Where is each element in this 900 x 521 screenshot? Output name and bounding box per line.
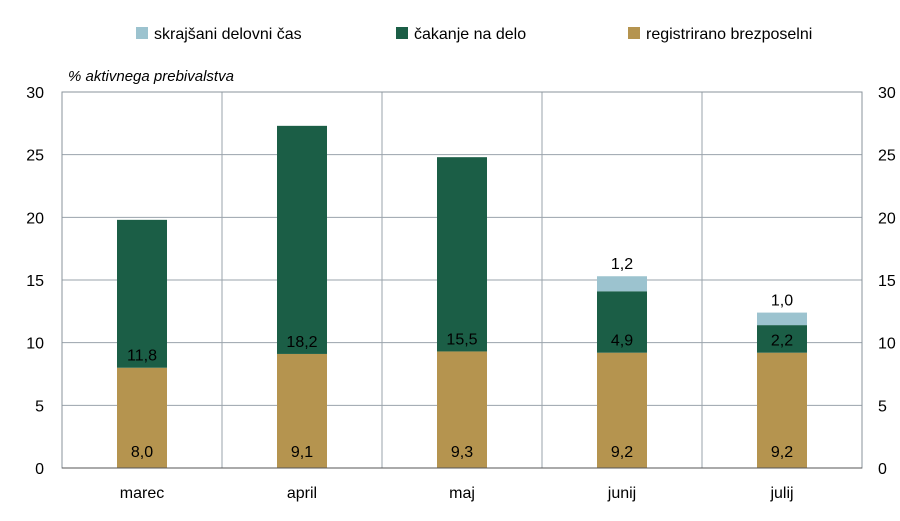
legend-swatch bbox=[396, 27, 408, 39]
y-axis-left-ticks: 0 5 10 15 20 25 30 bbox=[26, 85, 44, 478]
bar-segment bbox=[757, 312, 807, 326]
data-label: 4,9 bbox=[611, 333, 633, 350]
data-label: 2,2 bbox=[771, 333, 793, 350]
bar-segment bbox=[117, 367, 167, 468]
bar-segment bbox=[757, 325, 807, 353]
bar-segment bbox=[117, 219, 167, 368]
bar-segment bbox=[757, 352, 807, 468]
data-label: 9,1 bbox=[291, 444, 313, 461]
bar-segment bbox=[597, 276, 647, 292]
bar-segment bbox=[437, 157, 487, 352]
legend-label: skrajšani delovni čas bbox=[154, 26, 302, 43]
y-axis-unit-label: % aktivnega prebivalstva bbox=[68, 68, 234, 85]
y-tick-label-right: 30 bbox=[878, 85, 896, 102]
x-tick-label: julij bbox=[769, 485, 793, 502]
data-label: 1,2 bbox=[611, 256, 633, 273]
data-label: 11,8 bbox=[127, 348, 157, 365]
bar-segment bbox=[277, 125, 327, 354]
y-tick-label-right: 25 bbox=[878, 148, 896, 165]
y-tick-label-right: 10 bbox=[878, 336, 896, 353]
y-tick-label-left: 20 bbox=[26, 210, 44, 227]
x-tick-label: maj bbox=[449, 485, 475, 502]
y-tick-label-left: 25 bbox=[26, 148, 44, 165]
data-label: 8,0 bbox=[131, 444, 153, 461]
y-tick-label-left: 0 bbox=[35, 461, 44, 478]
data-label: 18,2 bbox=[286, 334, 317, 351]
data-label: 15,5 bbox=[446, 331, 477, 348]
legend: skrajšani delovni čas čakanje na delo regi… bbox=[136, 26, 812, 43]
legend-label: registrirano brezposelni bbox=[646, 26, 812, 43]
x-tick-label: marec bbox=[120, 485, 164, 502]
y-tick-label-right: 15 bbox=[878, 273, 896, 290]
y-axis-right-ticks: 0 5 10 15 20 25 30 bbox=[878, 85, 896, 478]
y-tick-label-left: 10 bbox=[26, 336, 44, 353]
bar-segment bbox=[597, 352, 647, 468]
y-tick-label-right: 0 bbox=[878, 461, 887, 478]
x-tick-label: junij bbox=[607, 485, 636, 502]
y-tick-label-left: 15 bbox=[26, 273, 44, 290]
data-label: 9,3 bbox=[451, 444, 473, 461]
bar-segment bbox=[597, 291, 647, 353]
x-tick-label: april bbox=[287, 485, 317, 502]
legend-swatch bbox=[628, 27, 640, 39]
y-tick-label-right: 5 bbox=[878, 398, 887, 415]
legend-swatch bbox=[136, 27, 148, 39]
bar-segment bbox=[437, 351, 487, 468]
y-tick-label-left: 5 bbox=[35, 398, 44, 415]
bar-segment bbox=[277, 353, 327, 468]
legend-label: čakanje na delo bbox=[414, 26, 526, 43]
y-tick-label-left: 30 bbox=[26, 85, 44, 102]
y-tick-label-right: 20 bbox=[878, 210, 896, 227]
data-label: 9,2 bbox=[771, 444, 793, 461]
x-axis-tick-labels: marec april maj junij julij bbox=[120, 485, 794, 502]
axes bbox=[61, 91, 863, 469]
data-label: 9,2 bbox=[611, 444, 633, 461]
value-labels: 8,0 11,8 9,1 18,2 9,3 15,5 9,2 4,9 1,2 9,2 2,2 1,0 bbox=[127, 256, 793, 461]
bars bbox=[117, 125, 807, 468]
data-label: 1,0 bbox=[771, 293, 793, 310]
